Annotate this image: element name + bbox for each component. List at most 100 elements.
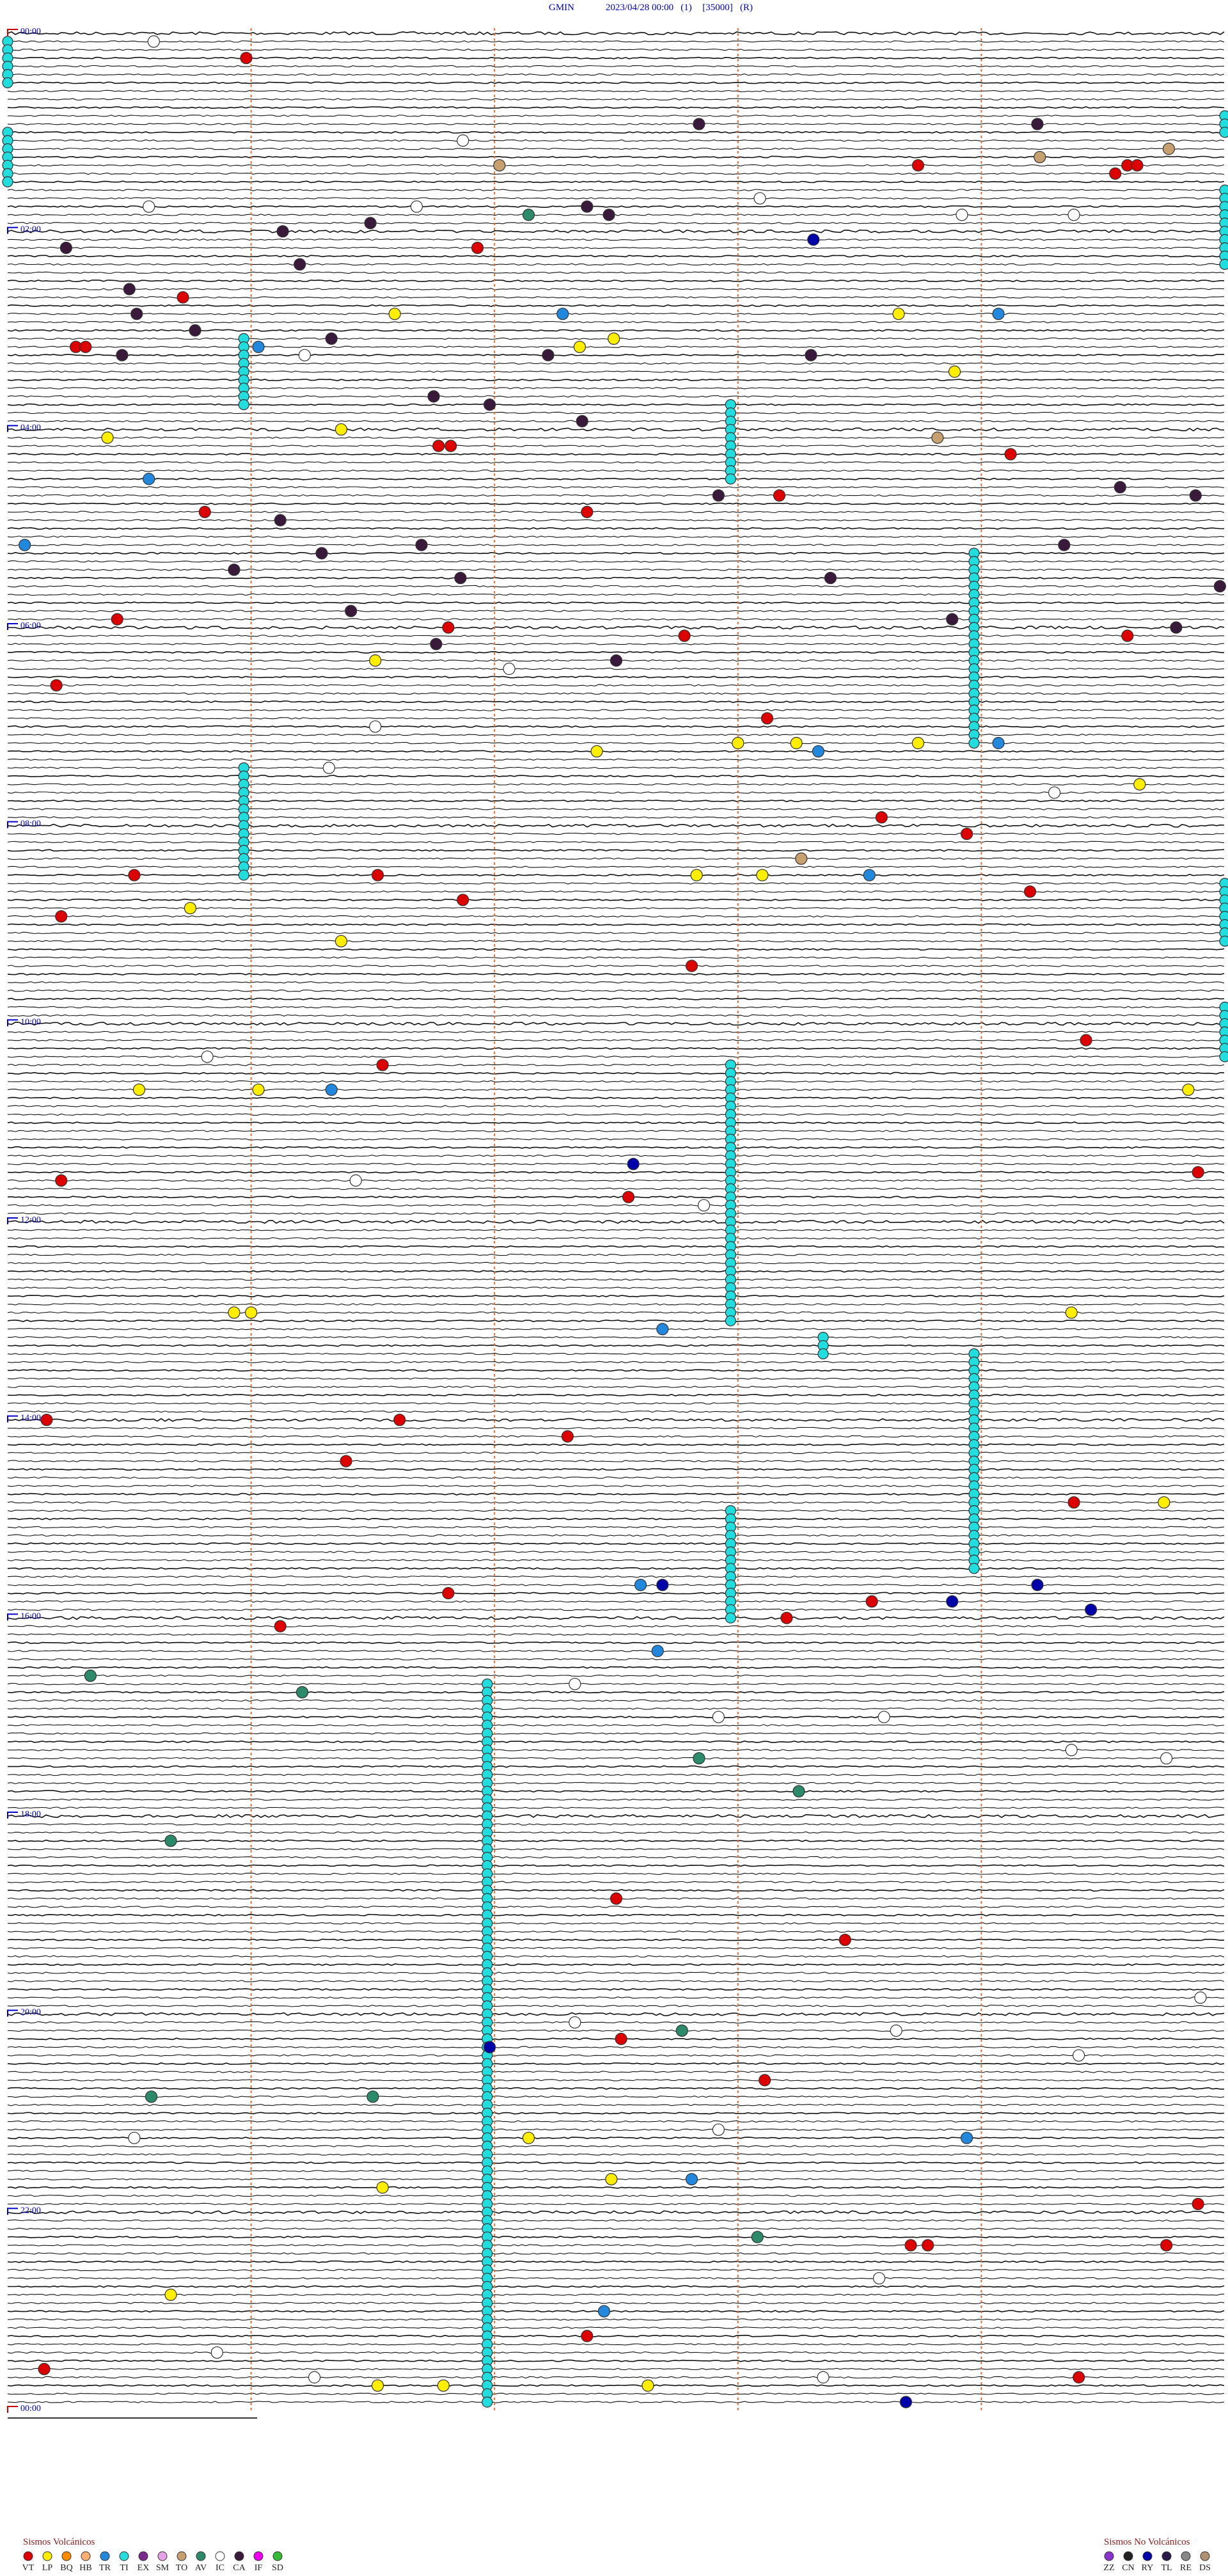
- trace: [7, 387, 1225, 390]
- trace: [7, 90, 1225, 93]
- event: [622, 1190, 635, 1203]
- trace: [7, 1856, 1225, 1859]
- trace: [7, 1055, 1225, 1058]
- trace: [7, 1567, 1225, 1570]
- event: [685, 960, 698, 972]
- trace: [7, 700, 1225, 704]
- event: [875, 811, 888, 824]
- event: [1194, 1991, 1207, 2004]
- trace: [8, 2194, 1225, 2197]
- trace: [7, 2071, 1225, 2073]
- trace: [7, 750, 1225, 753]
- legend-swatch: [1123, 2551, 1133, 2561]
- event: [294, 258, 306, 271]
- tremor-event: [482, 2396, 493, 2408]
- hour-marker: [7, 29, 18, 36]
- trace: [7, 1813, 1225, 1819]
- event: [581, 505, 594, 518]
- event: [116, 349, 129, 361]
- trace: [7, 1583, 1225, 1586]
- trace: [7, 783, 1225, 786]
- trace: [7, 997, 1225, 1000]
- trace: [7, 354, 1225, 357]
- event: [55, 910, 68, 923]
- trace: [7, 1839, 1225, 1842]
- trace: [7, 255, 1225, 258]
- trace: [7, 1155, 1225, 1157]
- trace: [7, 635, 1225, 637]
- event: [795, 852, 808, 865]
- hour-label: 02:00: [20, 225, 41, 235]
- trace: [7, 395, 1225, 398]
- hour-marker: [7, 1415, 18, 1423]
- trace: [7, 486, 1225, 489]
- legend-code: DS: [1199, 2563, 1211, 2573]
- event: [780, 1611, 793, 1624]
- event: [111, 613, 123, 626]
- trace: [7, 2334, 1225, 2337]
- legend-code: SM: [156, 2563, 169, 2573]
- trace: [7, 915, 1225, 918]
- trace: [7, 1286, 1225, 1289]
- trace: [7, 1732, 1225, 1735]
- trace: [7, 1608, 1225, 1611]
- trace: [7, 1955, 1225, 1958]
- event: [992, 737, 1005, 750]
- event: [590, 745, 603, 758]
- event: [960, 827, 973, 841]
- trace: [7, 2012, 1225, 2016]
- trace: [7, 370, 1225, 373]
- datetime: 2023/04/28 00:00: [606, 3, 673, 13]
- hour-label: 10:00: [20, 1017, 41, 1027]
- legend-swatch: [119, 2551, 129, 2561]
- hour-marker: [7, 226, 18, 234]
- trace: [8, 1336, 1225, 1339]
- trace: [7, 362, 1225, 365]
- trace: [7, 2260, 1225, 2263]
- tremor-event: [2, 77, 13, 89]
- trace: [7, 1906, 1225, 1908]
- trace: [7, 1303, 1225, 1306]
- trace: [7, 1121, 1225, 1125]
- event: [605, 2173, 618, 2186]
- trace: [7, 1088, 1224, 1091]
- trace: [7, 1047, 1225, 1050]
- trace: [7, 551, 1225, 555]
- legend-swatch: [42, 2551, 52, 2561]
- trace: [7, 1691, 1225, 1694]
- trace: [7, 2186, 1225, 2189]
- event: [1065, 1744, 1078, 1757]
- legend-swatch: [215, 2551, 225, 2561]
- event: [228, 564, 240, 576]
- event: [753, 192, 766, 205]
- event: [101, 431, 114, 444]
- legend-code: RY: [1142, 2563, 1154, 2573]
- trace: [7, 494, 1225, 497]
- event: [1067, 1496, 1080, 1509]
- trace: [7, 139, 1225, 142]
- event: [610, 1892, 623, 1905]
- trace: [7, 420, 1224, 423]
- trace: [7, 725, 1225, 728]
- hour-marker: [7, 2406, 18, 2413]
- event: [610, 654, 623, 667]
- hour-label: 20:00: [20, 2008, 41, 2018]
- trace: [7, 147, 1225, 150]
- legend-code: EX: [138, 2563, 150, 2573]
- legend-swatch: [253, 2551, 264, 2561]
- event: [445, 439, 457, 452]
- trace: [7, 601, 1224, 604]
- event: [325, 1083, 338, 1096]
- event: [1048, 786, 1061, 799]
- trace: [7, 2054, 1225, 2057]
- legend-code: RE: [1180, 2563, 1192, 2573]
- trace: [8, 1740, 1225, 1743]
- trace: [7, 1600, 1225, 1603]
- tremor-event: [1219, 935, 1228, 947]
- event: [878, 1711, 890, 1723]
- trace: [7, 1872, 1225, 1876]
- trace: [7, 981, 1225, 984]
- legend-swatch: [196, 2551, 206, 2561]
- event: [388, 308, 401, 320]
- event: [1158, 1496, 1170, 1509]
